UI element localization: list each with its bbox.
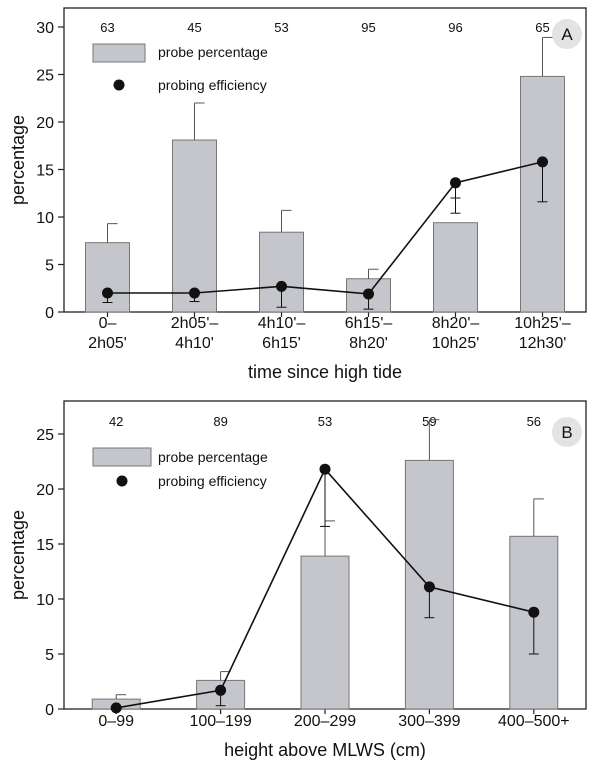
- x-tick-label: 6h15'– 8h20': [345, 315, 393, 352]
- x-tick-label-line: 8h20'–: [432, 315, 480, 332]
- sample-size-label: 56: [527, 414, 541, 429]
- sample-size-label: 53: [274, 20, 288, 35]
- y-tick-label: 0: [45, 305, 54, 322]
- x-tick-label: 8h20'– 10h25': [432, 315, 480, 352]
- legend-point-swatch: [116, 475, 128, 487]
- chart-panel-a: 0 5 10 15 20 25 30 percentage 0– 2h05' 63 2h05'– 4h1…: [8, 7, 587, 382]
- y-tick-label: 0: [45, 702, 54, 719]
- x-tick-label-line: 200–299: [294, 713, 356, 730]
- y-tick-label: 20: [36, 482, 54, 499]
- y-tick-label: 20: [36, 115, 54, 132]
- efficiency-point: [276, 280, 287, 292]
- y-tick-label: 25: [36, 68, 54, 85]
- y-tick-label: 5: [45, 647, 54, 664]
- x-tick-label-line: 0–99: [98, 713, 134, 730]
- x-tick-label-line: 300–399: [398, 713, 460, 730]
- efficiency-point: [215, 684, 227, 696]
- legend-bar-swatch: [92, 447, 152, 467]
- x-axis-title: time since high tide: [248, 362, 402, 382]
- x-tick-label-line: 8h20': [349, 335, 388, 352]
- x-tick-label: 10h25'– 12h30': [514, 315, 571, 352]
- x-tick-label-line: 2h05': [88, 335, 127, 352]
- legend-bar-label: probe percentage: [158, 44, 268, 60]
- efficiency-point: [319, 463, 331, 475]
- x-tick-label-line: 6h15'–: [345, 315, 393, 332]
- efficiency-line: [107, 161, 543, 295]
- sample-size-label: 42: [109, 414, 123, 429]
- efficiency-point: [102, 287, 113, 299]
- x-tick-label-line: 12h30': [519, 335, 567, 352]
- legend-bar-label: probe percentage: [158, 449, 268, 465]
- x-tick-label-line: 2h05'–: [171, 315, 219, 332]
- chart-panel-b: 0 5 10 15 20 25 percentage 0–99 42 100–199 89 200–2…: [8, 400, 587, 760]
- panel-letter: A: [561, 25, 573, 44]
- sample-size-label: 53: [318, 414, 332, 429]
- sample-size-label: 65: [535, 20, 549, 35]
- bar: [172, 139, 217, 313]
- y-tick-label: 25: [36, 427, 54, 444]
- efficiency-point: [528, 606, 540, 618]
- y-tick-label: 10: [36, 210, 54, 227]
- bar: [433, 222, 478, 313]
- x-tick-label: 0– 2h05': [88, 315, 127, 352]
- y-tick-label: 30: [36, 20, 54, 37]
- panel-letter-badge: [552, 417, 582, 447]
- sample-size-label: 96: [448, 20, 462, 35]
- sample-size-label: 45: [187, 20, 201, 35]
- efficiency-point: [363, 288, 374, 300]
- efficiency-point: [450, 177, 461, 189]
- x-tick-label-line: 0–: [99, 315, 117, 332]
- x-tick-label-line: 10h25'–: [514, 315, 571, 332]
- x-tick-label: 300–399: [398, 713, 460, 730]
- x-tick-label-line: 4h10'–: [258, 315, 306, 332]
- x-tick-label-line: 4h10': [175, 335, 214, 352]
- sample-size-label: 89: [213, 414, 227, 429]
- legend-point-label: probing efficiency: [158, 473, 267, 489]
- x-tick-label-line: 6h15': [262, 335, 301, 352]
- efficiency-point: [189, 287, 200, 299]
- x-tick-label: 0–99: [98, 713, 134, 730]
- x-tick-label: 2h05'– 4h10': [171, 315, 219, 352]
- y-tick-label: 10: [36, 592, 54, 609]
- sample-size-label: 63: [100, 20, 114, 35]
- y-axis-title: percentage: [8, 510, 28, 600]
- efficiency-point: [110, 702, 122, 714]
- x-tick-label-line: 400–500+: [498, 713, 570, 730]
- y-tick-label: 15: [36, 537, 54, 554]
- panel-letter-badge: [552, 19, 582, 49]
- efficiency-point: [423, 581, 435, 593]
- panel-letter: B: [561, 423, 572, 442]
- bar: [300, 555, 350, 710]
- y-tick-label: 15: [36, 163, 54, 180]
- sample-size-label: 95: [361, 20, 375, 35]
- x-tick-label: 200–299: [294, 713, 356, 730]
- legend-point-label: probing efficiency: [158, 77, 267, 93]
- x-tick-label: 100–199: [189, 713, 251, 730]
- legend-bar-swatch: [92, 43, 146, 63]
- y-tick-label: 5: [45, 258, 54, 275]
- x-tick-label: 400–500+: [498, 713, 570, 730]
- legend-point-swatch: [113, 79, 125, 91]
- x-tick-label: 4h10'– 6h15': [258, 315, 306, 352]
- efficiency-point: [537, 156, 548, 168]
- x-axis-title: height above MLWS (cm): [224, 740, 426, 760]
- x-tick-label-line: 10h25': [432, 335, 480, 352]
- y-axis-title: percentage: [8, 115, 28, 205]
- x-tick-label-line: 100–199: [189, 713, 251, 730]
- plot-frame-a: [63, 7, 587, 313]
